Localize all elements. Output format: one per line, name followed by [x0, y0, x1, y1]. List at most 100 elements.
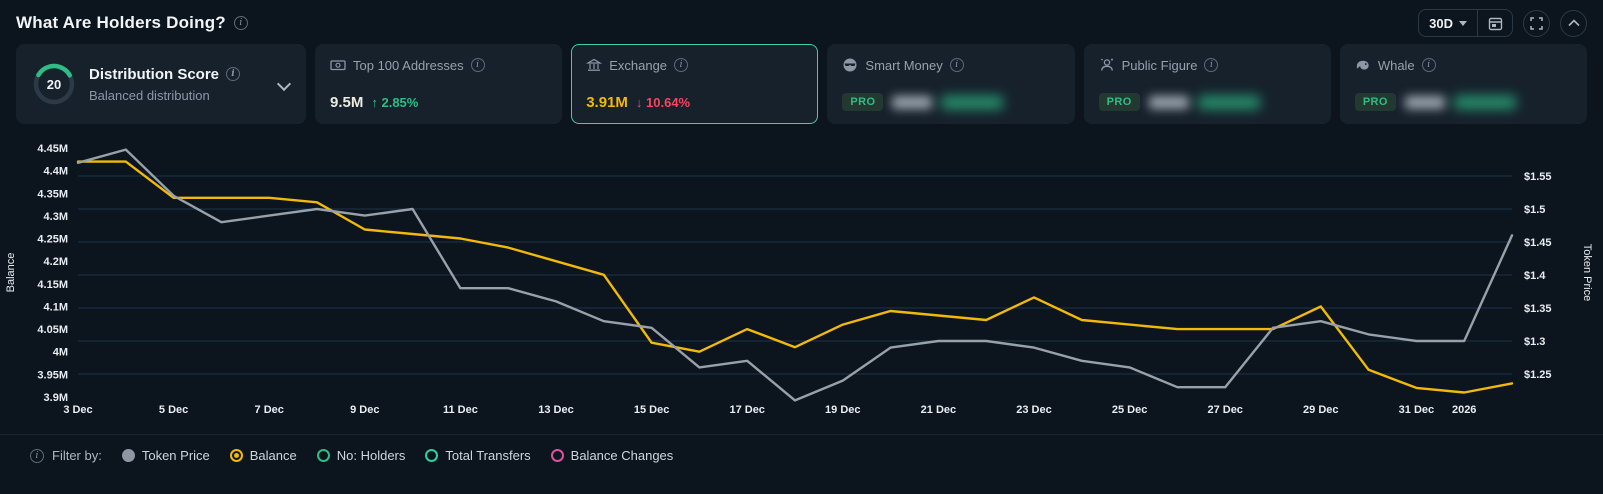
holder-cards-row: 20 Distribution Score i Balanced distrib…	[0, 42, 1603, 124]
svg-text:$1.4: $1.4	[1524, 270, 1546, 282]
svg-text:17 Dec: 17 Dec	[729, 404, 764, 416]
filter-info-icon[interactable]: i	[30, 448, 44, 463]
balance-radio-icon	[229, 449, 243, 462]
exchange-change: ↓ 10.64%	[635, 95, 691, 110]
chevron-down-icon[interactable]	[276, 76, 292, 92]
balance-changes-radio-icon	[550, 449, 564, 462]
card-distribution-score[interactable]: 20 Distribution Score i Balanced distrib…	[16, 44, 306, 124]
masked-value	[1404, 95, 1445, 109]
masked-change	[1453, 95, 1516, 109]
svg-text:4.15M: 4.15M	[37, 279, 68, 291]
fullscreen-icon	[1530, 16, 1543, 30]
public-figure-icon	[1099, 57, 1115, 73]
svg-text:19 Dec: 19 Dec	[825, 404, 860, 416]
svg-text:4.4M: 4.4M	[44, 166, 68, 178]
filter-item-label: No: Holders	[336, 448, 406, 463]
whale-info-icon[interactable]: i	[1421, 58, 1436, 72]
svg-text:$1.45: $1.45	[1524, 237, 1552, 249]
svg-text:9 Dec: 9 Dec	[350, 404, 379, 416]
svg-text:3.9M: 3.9M	[44, 392, 68, 404]
filter-item-label: Token Price	[141, 448, 210, 463]
distribution-info-icon[interactable]: i	[226, 67, 241, 81]
svg-text:4.3M: 4.3M	[44, 211, 68, 223]
filter-item-no-holders[interactable]: No: Holders	[316, 448, 406, 463]
svg-text:4.05M: 4.05M	[37, 324, 68, 336]
svg-text:3 Dec: 3 Dec	[63, 404, 92, 416]
filter-item-total-transfers[interactable]: Total Transfers	[425, 448, 531, 463]
smart-money-icon	[842, 57, 858, 73]
svg-text:13 Dec: 13 Dec	[538, 404, 573, 416]
masked-change	[941, 95, 1004, 109]
card-title: Smart Money	[865, 57, 943, 73]
svg-text:21 Dec: 21 Dec	[921, 404, 956, 416]
pro-badge: PRO	[1098, 93, 1140, 111]
line-chart-canvas[interactable]: 4.45M 4.4M 4.35M 4.3M 4.25M 4.2M 4.15M 4.1M 4.05…	[0, 124, 1603, 429]
banknote-icon	[330, 57, 346, 73]
svg-text:4.35M: 4.35M	[37, 188, 68, 200]
time-range-dropdown[interactable]: 30D	[1419, 10, 1477, 36]
card-whale[interactable]: Whale i PRO	[1339, 44, 1588, 124]
distribution-score-subtitle: Balanced distribution	[89, 87, 210, 103]
distribution-score-title: Distribution Score	[89, 65, 220, 83]
card-exchange[interactable]: Exchange i 3.91M ↓ 10.64%	[571, 44, 819, 124]
no-holders-radio-icon	[316, 449, 330, 462]
divider	[1477, 10, 1478, 36]
filter-item-balance-changes[interactable]: Balance Changes	[550, 448, 673, 463]
filter-item-token-price[interactable]: Token Price	[121, 448, 210, 463]
chart-filter-bar: i Filter by: Token Price Balance No: Hol…	[0, 434, 1603, 468]
filter-item-label: Balance	[249, 448, 297, 463]
card-title: Exchange	[609, 57, 668, 73]
time-range-value: 30D	[1429, 15, 1453, 31]
page-title: What Are Holders Doing?	[16, 13, 226, 32]
svg-text:4.25M: 4.25M	[37, 234, 68, 246]
svg-text:23 Dec: 23 Dec	[1016, 404, 1051, 416]
calendar-icon	[1488, 17, 1502, 30]
holders-chart[interactable]: 4.45M 4.4M 4.35M 4.3M 4.25M 4.2M 4.15M 4.1M 4.05…	[0, 124, 1603, 434]
pro-badge: PRO	[842, 93, 884, 111]
masked-value	[1148, 95, 1189, 109]
card-title: Whale	[1377, 57, 1415, 73]
svg-text:29 Dec: 29 Dec	[1303, 404, 1338, 416]
svg-text:$1.3: $1.3	[1524, 336, 1545, 348]
collapse-button[interactable]	[1560, 9, 1587, 37]
svg-text:11 Dec: 11 Dec	[443, 404, 478, 416]
svg-text:Balance: Balance	[5, 253, 17, 293]
svg-text:$1.25: $1.25	[1524, 369, 1552, 381]
svg-text:$1.55: $1.55	[1524, 171, 1552, 183]
svg-text:$1.5: $1.5	[1524, 204, 1545, 216]
card-smart-money[interactable]: Smart Money i PRO	[827, 44, 1075, 124]
svg-text:4.1M: 4.1M	[44, 301, 68, 313]
chevron-up-icon	[1567, 19, 1580, 27]
whale-icon	[1355, 57, 1371, 73]
pro-badge: PRO	[1354, 93, 1396, 111]
time-range-group: 30D	[1418, 9, 1513, 37]
masked-change	[1197, 95, 1260, 109]
panel-header: What Are Holders Doing? i 30D	[0, 0, 1603, 42]
token-price-dot-icon	[121, 449, 135, 462]
card-title: Top 100 Addresses	[353, 57, 464, 73]
filter-item-label: Total Transfers	[445, 448, 531, 463]
svg-text:15 Dec: 15 Dec	[634, 404, 669, 416]
svg-text:27 Dec: 27 Dec	[1207, 404, 1242, 416]
top100-change: ↑ 2.85%	[371, 95, 419, 110]
svg-text:2026: 2026	[1452, 404, 1476, 416]
bank-icon	[586, 57, 603, 73]
exchange-value: 3.91M	[586, 94, 628, 111]
score-gauge: 20	[33, 63, 75, 105]
calendar-button[interactable]	[1478, 10, 1512, 36]
smart-money-info-icon[interactable]: i	[949, 58, 964, 72]
exchange-info-icon[interactable]: i	[674, 58, 689, 72]
card-top100-addresses[interactable]: Top 100 Addresses i 9.5M ↑ 2.85%	[315, 44, 563, 124]
card-title: Public Figure	[1121, 57, 1198, 73]
public-figure-info-icon[interactable]: i	[1204, 58, 1219, 72]
top100-value: 9.5M	[330, 94, 364, 111]
svg-text:Token Price: Token Price	[1581, 244, 1593, 301]
svg-text:4.45M: 4.45M	[37, 143, 68, 155]
top100-info-icon[interactable]: i	[470, 58, 485, 72]
fullscreen-button[interactable]	[1523, 9, 1550, 37]
card-public-figure[interactable]: Public Figure i PRO	[1083, 44, 1331, 124]
filter-item-balance[interactable]: Balance	[229, 448, 297, 463]
title-info-icon[interactable]: i	[233, 16, 248, 30]
svg-text:20: 20	[47, 77, 61, 92]
svg-text:7 Dec: 7 Dec	[255, 404, 284, 416]
